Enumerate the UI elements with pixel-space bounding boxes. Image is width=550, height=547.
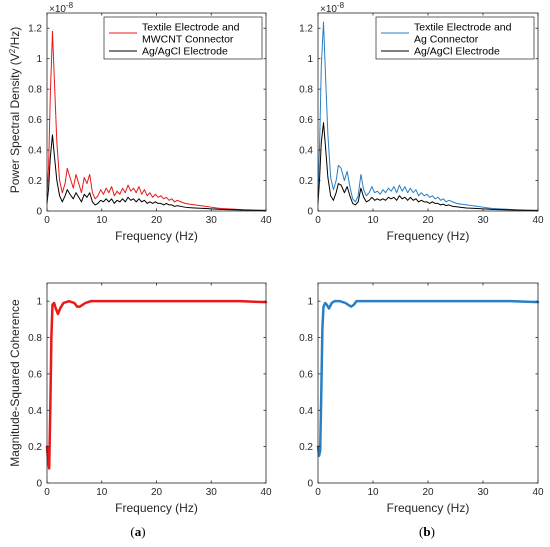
x-tick-label: 30	[477, 215, 489, 226]
x-tick-label: 10	[367, 215, 379, 226]
y-exponent: ×10-8	[49, 1, 74, 15]
x-tick-label: 20	[151, 487, 163, 498]
y-tick-label: 1	[307, 54, 313, 65]
x-tick-label: 40	[532, 215, 544, 226]
x-tick-label: 30	[206, 487, 218, 498]
y-tick-label: 0.2	[299, 176, 313, 187]
y-tick-label: 0	[307, 207, 313, 218]
x-axis-label: Frequency (Hz)	[115, 229, 198, 243]
panel-label: (b)	[419, 524, 435, 539]
y-tick-label: 0.6	[299, 115, 313, 126]
y-tick-label: 0.6	[299, 369, 313, 380]
series-line-1	[317, 122, 539, 212]
series-line-1	[46, 134, 267, 212]
chart-b-coh: 0 10 20 30 40 0 0.2 0.4 0.6 0.8 1 Frequency (Hz)	[299, 282, 544, 515]
y-tick-label: 1.2	[299, 24, 313, 35]
y-axis-label: Power Spectral Density (V2/Hz)	[8, 27, 22, 194]
x-tick-label: 30	[477, 487, 489, 498]
legend-box	[103, 16, 263, 60]
series-line-0	[317, 21, 539, 211]
legend-label-1: Ag/AgCl Electrode	[142, 46, 228, 58]
series-line-0	[45, 299, 268, 470]
y-tick-label: 0.6	[28, 115, 42, 126]
y-tick-label: 0.6	[28, 369, 42, 380]
x-tick-label: 0	[315, 215, 321, 226]
y-tick-label: 0.2	[28, 442, 42, 453]
y-tick-label: 0.2	[299, 442, 313, 453]
x-tick-label: 40	[260, 487, 272, 498]
x-tick-label: 0	[44, 487, 50, 498]
y-tick-label: 1.2	[28, 24, 42, 35]
y-tick-label: 0	[36, 479, 42, 490]
x-axis-label: Frequency (Hz)	[387, 229, 470, 243]
legend-label-0: Textile Electrode and	[142, 22, 240, 34]
y-tick-label: 0.4	[28, 146, 42, 157]
x-tick-label: 10	[367, 487, 379, 498]
x-tick-label: 0	[315, 487, 321, 498]
legend-box	[375, 16, 535, 60]
legend-label-1: Ag/AgCl Electrode	[414, 46, 500, 58]
legend-label-0: MWCNT Connector	[142, 34, 234, 46]
y-tick-label: 0.2	[28, 176, 42, 187]
y-tick-label: 0.8	[299, 333, 313, 344]
plot-area	[47, 283, 266, 483]
x-tick-label: 30	[206, 215, 218, 226]
series-line-0	[46, 30, 267, 211]
x-tick-label: 10	[96, 215, 108, 226]
series-line-0	[316, 299, 540, 457]
y-tick-label: 1	[307, 297, 313, 308]
y-tick-label: 0.8	[299, 85, 313, 96]
y-tick-label: 0.8	[28, 85, 42, 96]
plot-area	[318, 283, 538, 483]
legend-label-0: Ag Connector	[414, 34, 479, 46]
y-tick-label: 0.4	[28, 406, 42, 417]
y-tick-label: 0.8	[28, 333, 42, 344]
x-tick-label: 40	[260, 215, 272, 226]
y-exponent: ×10-8	[320, 1, 345, 15]
legend-label-0: Textile Electrode and	[414, 22, 512, 34]
x-tick-label: 20	[151, 215, 163, 226]
x-tick-label: 10	[96, 487, 108, 498]
y-tick-label: 0.4	[299, 146, 313, 157]
y-tick-label: 1	[36, 297, 42, 308]
chart-a-coh: 0 10 20 30 40 0 0.2 0.4 0.6 0.8 1 Frequency (Hz) Mag…	[8, 282, 272, 515]
y-tick-label: 0	[36, 207, 42, 218]
y-tick-label: 0.4	[299, 406, 313, 417]
x-tick-label: 0	[44, 215, 50, 226]
x-tick-label: 20	[422, 215, 434, 226]
y-tick-label: 0	[307, 479, 313, 490]
x-axis-label: Frequency (Hz)	[115, 501, 198, 515]
y-tick-label: 1	[36, 54, 42, 65]
panel-label: (a)	[130, 524, 145, 539]
x-tick-label: 20	[422, 487, 434, 498]
x-tick-label: 40	[532, 487, 544, 498]
y-axis-label: Magnitude-Squared Coherence	[8, 299, 22, 467]
x-axis-label: Frequency (Hz)	[387, 501, 470, 515]
